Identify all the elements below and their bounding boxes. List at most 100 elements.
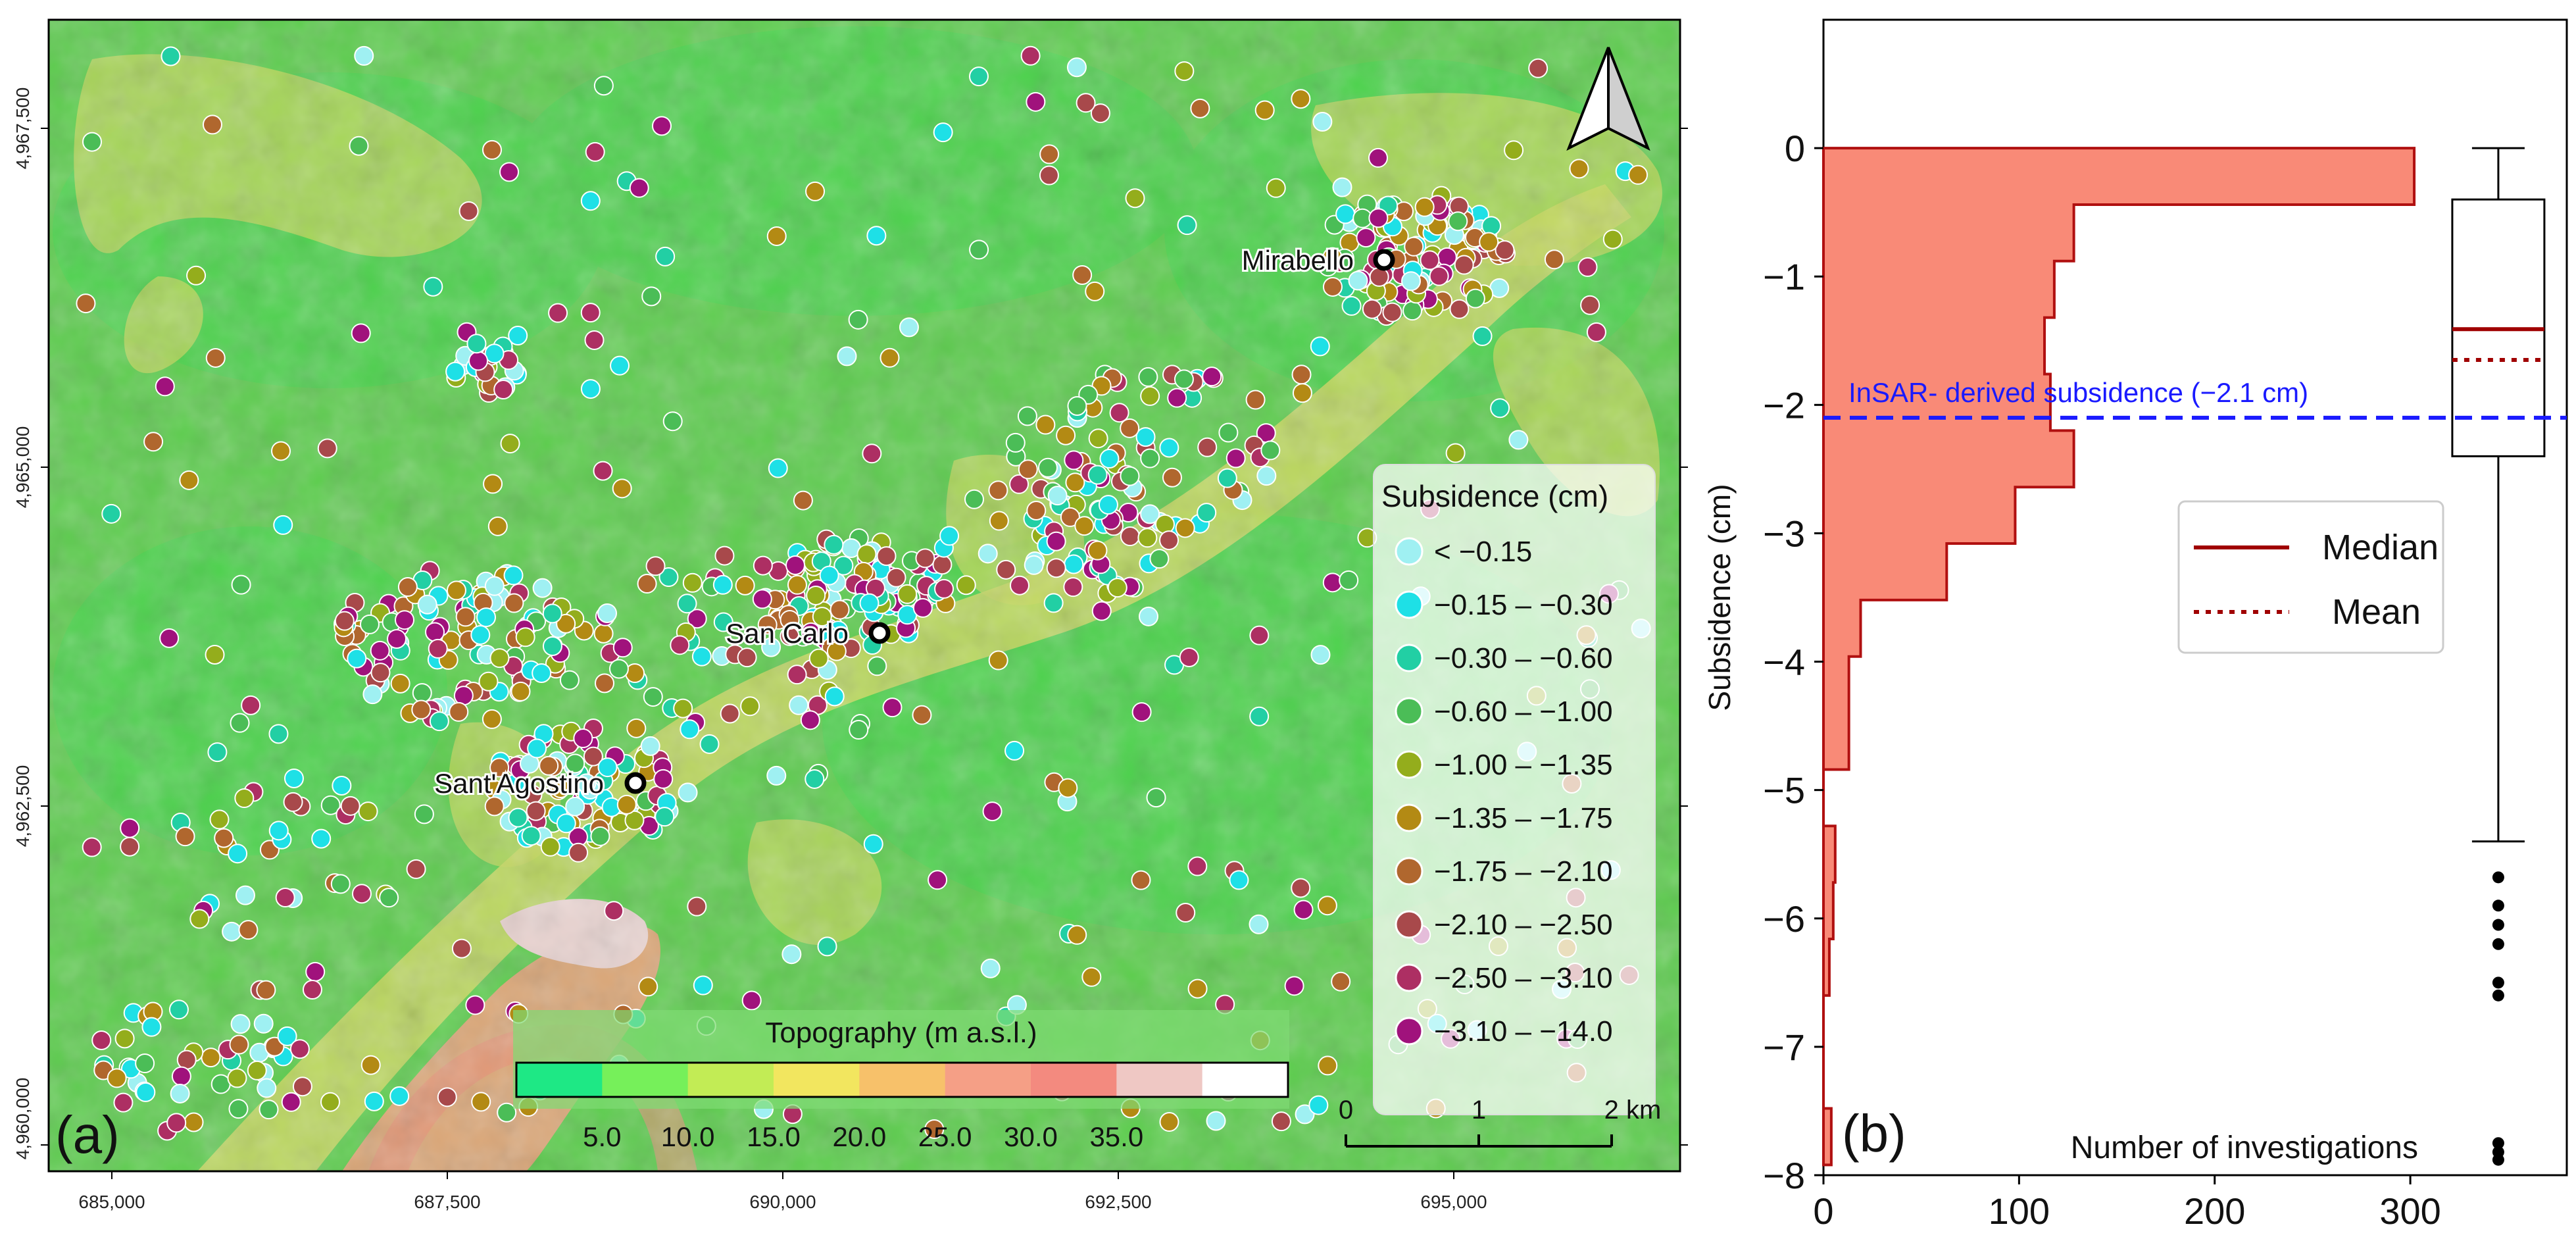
subsidence-point (576, 773, 597, 794)
subsidence-point (1292, 383, 1312, 403)
subsidence-point (455, 607, 476, 627)
subsidence-point (1087, 465, 1108, 485)
subsidence-point (548, 303, 568, 323)
subsidence-point (1437, 247, 1457, 267)
subsidence-point (1139, 606, 1159, 626)
boxplot-outlier (2492, 938, 2504, 950)
subsidence-point (1065, 472, 1085, 493)
subsidence-point (1577, 257, 1598, 277)
subsidence-point (1382, 302, 1402, 322)
boxplot-outlier (2492, 919, 2504, 931)
subsidence-point (1569, 159, 1589, 179)
colorbar-title: Topography (m a.s.l.) (765, 1017, 1037, 1049)
subsidence-point (526, 801, 546, 821)
subsidence-point (1009, 474, 1029, 494)
subsidence-point (229, 1034, 249, 1055)
subsidence-point (897, 584, 918, 604)
subsidence-point (691, 646, 712, 667)
subsidence-point (969, 240, 989, 260)
subsidence-point (437, 1087, 457, 1107)
subsidence-point (1226, 448, 1246, 469)
colorbar-tick: 30.0 (1004, 1121, 1058, 1152)
legend-mean-label: Mean (2332, 592, 2421, 632)
subsidence-point (1098, 495, 1118, 515)
histogram-area (1822, 147, 2416, 1167)
subsidence-point (812, 607, 832, 627)
subsidence-point (1490, 398, 1510, 418)
subsidence-point (867, 656, 887, 676)
subsidence-point (1063, 577, 1083, 597)
subsidence-point (670, 635, 690, 655)
map-x-tick: 687,500 (414, 1192, 480, 1212)
subsidence-point (830, 599, 850, 620)
subsidence-point (390, 673, 410, 694)
subsidence-point (500, 434, 520, 454)
x-axis-label: Number of investigations (2071, 1130, 2418, 1165)
subsidence-point (317, 438, 337, 459)
subsidence-point (1159, 1112, 1179, 1132)
subsidence-point (458, 201, 479, 221)
subsidence-point (510, 681, 531, 701)
subsidence-point (1072, 265, 1093, 285)
subsidence-point (565, 753, 585, 774)
subsidence-point (289, 1039, 310, 1059)
subsidence-point (120, 836, 140, 857)
subsidence-point (559, 670, 580, 690)
legend-label: −0.15 – −0.30 (1434, 589, 1613, 621)
legend-swatch (1395, 697, 1424, 726)
subsidence-points (76, 45, 1651, 1141)
subsidence-point (222, 921, 242, 942)
subsidence-point (207, 742, 228, 763)
colorbar-tick: 25.0 (918, 1121, 972, 1152)
subsidence-point (540, 836, 560, 857)
subsidence-point (1046, 558, 1066, 578)
subsidence-point (637, 574, 657, 594)
subsidence-point (817, 936, 837, 957)
subsidence-point (585, 141, 605, 162)
subsidence-point (397, 577, 418, 597)
subsidence-point (677, 594, 697, 614)
subsidence-point (824, 686, 845, 707)
subsidence-point (1402, 301, 1423, 321)
subsidence-point (612, 478, 632, 499)
legend-title: Subsidence (cm) (1381, 479, 1608, 513)
subsidence-point (453, 686, 474, 706)
subsidence-point (806, 585, 826, 605)
subsidence-point (1035, 415, 1056, 435)
subsidence-point (551, 778, 571, 798)
subsidence-point (1187, 978, 1208, 999)
colorbar-segment (516, 1063, 603, 1097)
subsidence-point (1087, 540, 1108, 561)
town-sant-agostino: Sant'Agostino (432, 766, 647, 801)
subsidence-point (597, 603, 618, 623)
subsidence-point (1137, 528, 1158, 548)
scale-tick: 2 km (1604, 1096, 1662, 1125)
subsidence-point (1293, 899, 1314, 920)
subsidence-point (284, 768, 304, 788)
subsidence-point (1254, 100, 1275, 120)
subsidence-point (231, 574, 251, 595)
subsidence-point (539, 755, 559, 776)
subsidence-point (465, 995, 485, 1015)
subsidence-point (186, 265, 207, 286)
subsidence-point (785, 555, 806, 575)
subsidence-point (414, 804, 434, 824)
subsidence-point (228, 844, 248, 864)
subsidence-point (1120, 418, 1140, 438)
subsidence-point (593, 623, 614, 644)
subsidence-point (1331, 971, 1351, 992)
scale-tick: 0 (1339, 1096, 1353, 1125)
subsidence-point (283, 792, 303, 812)
subsidence-point (1465, 288, 1485, 309)
subsidence-point (268, 724, 289, 744)
map-y-tick: 4,965,000 (12, 426, 33, 509)
subsidence-point (1081, 967, 1102, 987)
subsidence-point (1544, 249, 1564, 270)
subsidence-point (1099, 449, 1120, 469)
subsidence-point (281, 1092, 301, 1112)
map-panel: 685,000 687,500 690,000 692,500 695,000 … (12, 18, 1688, 1212)
subsidence-point (626, 718, 647, 738)
subsidence-point (389, 1086, 410, 1106)
subsidence-point (1088, 428, 1108, 449)
subsidence-point (584, 330, 605, 350)
